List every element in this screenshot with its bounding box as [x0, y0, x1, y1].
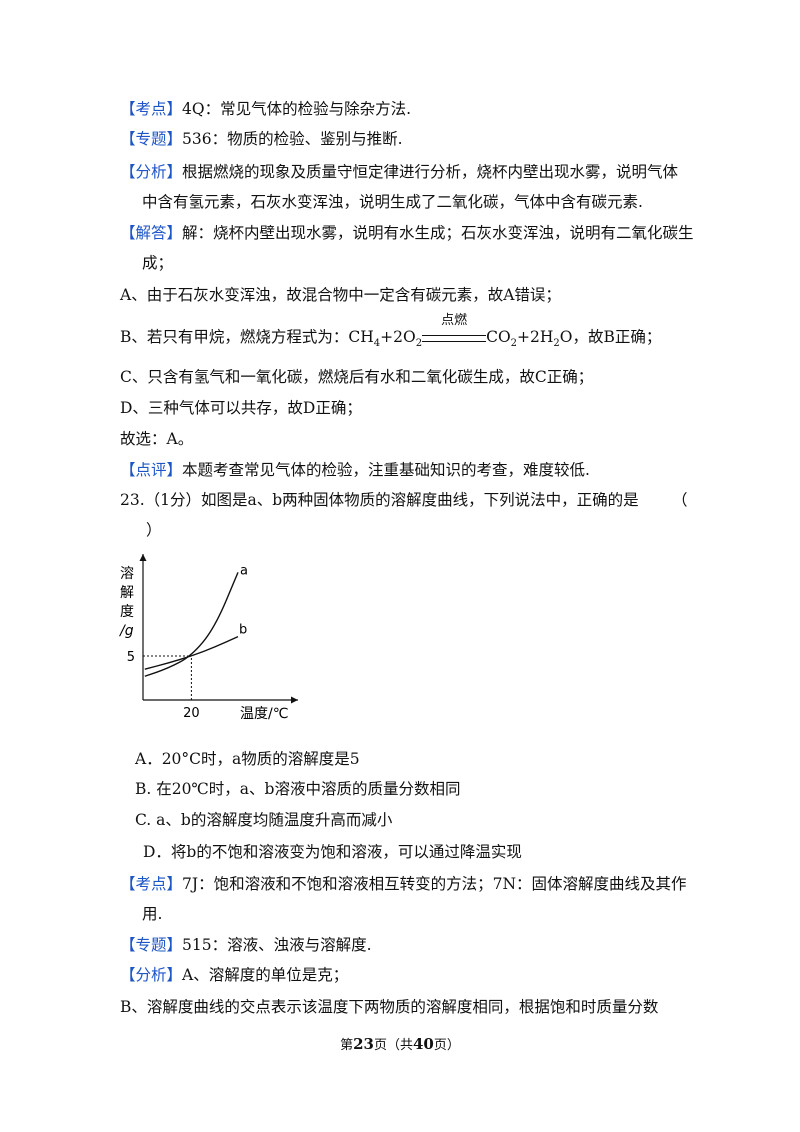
tag-jieda: 【解答】: [120, 224, 183, 242]
tag-kaodian: 【考点】: [120, 100, 183, 118]
prev-option-d: D、三种气体可以共存，故D正确；: [120, 399, 362, 417]
page-total: 40: [413, 1035, 434, 1053]
page-footer: 第23页（共40页）: [340, 1035, 460, 1053]
y-axis-label-char: 溶: [120, 566, 134, 582]
q23-option-a: A．20°C时，a物质的溶解度是5: [135, 750, 360, 768]
q23-paren-open: （: [672, 491, 688, 509]
tag-fenxi-2: 【分析】: [120, 966, 183, 984]
y-axis-label-char: 解: [120, 585, 134, 601]
series-b-label: b: [239, 623, 247, 638]
q23-kaodian: 【考点】7J：饱和溶液和不饱和溶液相互转变的方法；7N：固体溶解度曲线及其作: [120, 875, 687, 893]
q23-b-analysis: B、溶解度曲线的交点表示该温度下两物质的溶解度相同，根据饱和时质量分数: [120, 998, 659, 1016]
series-b-line: [144, 636, 239, 670]
q23-option-c: C. a、b的溶解度均随温度升高而减小: [135, 811, 393, 829]
q23-stem: 23.（1分）如图是a、b两种固体物质的溶解度曲线，下列说法中，正确的是: [120, 491, 639, 509]
combustion-condition: 点燃: [422, 313, 487, 348]
prev-fenxi: 【分析】根据燃烧的现象及质量守恒定律进行分析，烧杯内壁出现水雾，说明气体: [120, 163, 679, 181]
x-tick-20: 20: [183, 706, 200, 721]
tag-kaodian-2: 【考点】: [120, 875, 183, 893]
y-axis-label-char: 度: [120, 604, 134, 620]
prev-choice: 故选：A。: [120, 430, 194, 448]
prev-option-a: A、由于石灰水变浑浊，故混合物中一定含有碳元素，故A错误；: [120, 286, 561, 304]
page-number: 23: [353, 1035, 374, 1053]
prev-kaodian: 【考点】4Q：常见气体的检验与除杂方法.: [120, 100, 412, 118]
y-axis-label: 溶解度/g: [118, 566, 134, 639]
q23-kaodian-line2: 用.: [142, 905, 163, 923]
q23-zhuanti: 【专题】515：溶液、浊液与溶解度.: [120, 936, 372, 954]
tag-zhuanti-2: 【专题】: [120, 936, 183, 954]
prev-dianping: 【点评】本题考查常见气体的检验，注重基础知识的考查，难度较低.: [120, 461, 590, 479]
series-a-line: [144, 572, 239, 677]
y-axis-unit: /g: [118, 623, 134, 639]
x-axis-label: 温度/℃: [240, 706, 288, 722]
series-a-label: a: [240, 563, 248, 578]
q23-option-b: B. 在20℃时，a、b溶液中溶质的质量分数相同: [135, 780, 461, 798]
y-tick-5: 5: [127, 650, 135, 665]
q23-paren-close: ）: [146, 521, 162, 539]
prev-jieda: 【解答】解：烧杯内壁出现水雾，说明有水生成；石灰水变浑浊，说明有二氧化碳生: [120, 224, 694, 242]
tag-dianping: 【点评】: [120, 461, 183, 479]
prev-jieda-line2: 成；: [142, 254, 174, 272]
tag-fenxi: 【分析】: [120, 163, 183, 181]
q23-option-d: D．将b的不饱和溶液变为饱和溶液，可以通过降温实现: [143, 843, 522, 861]
prev-fenxi-line2: 中含有氢元素，石灰水变浑浊，说明生成了二氧化碳，气体中含有碳元素.: [142, 193, 643, 211]
q23-fenxi: 【分析】A、溶解度的单位是克；: [120, 966, 349, 984]
prev-option-b: B、若只有甲烷，燃烧方程式为：CH4+2O2 点燃 CO2+2H2O，故B正确；: [120, 313, 662, 350]
tag-zhuanti: 【专题】: [120, 130, 183, 148]
prev-zhuanti: 【专题】536：物质的检验、鉴别与推断.: [120, 130, 403, 148]
prev-option-c: C、只含有氢气和一氧化碳，燃烧后有水和二氧化碳生成，故C正确；: [120, 368, 594, 386]
solubility-chart: 溶解度/g 温度/℃ 20 5 a b: [118, 554, 298, 722]
